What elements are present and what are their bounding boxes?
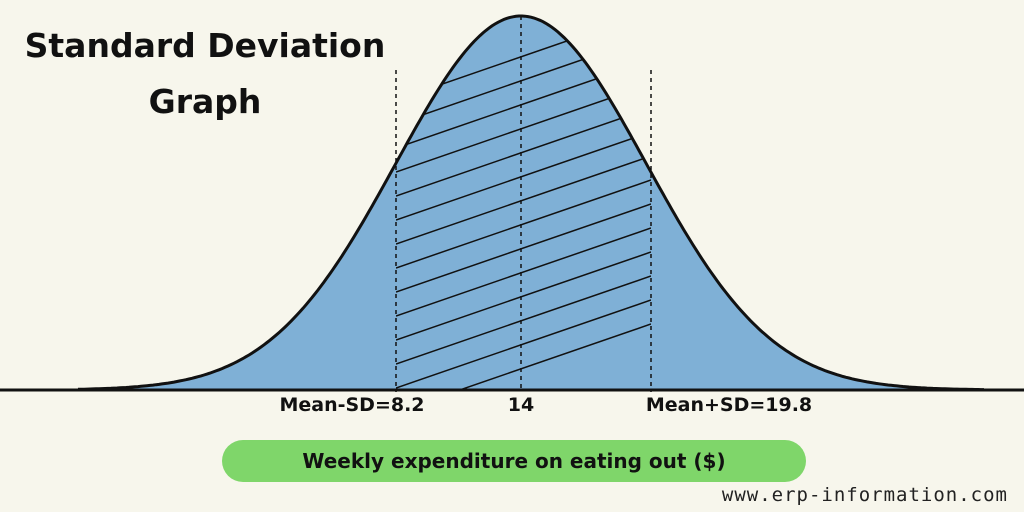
hatch-line [396, 227, 651, 317]
bell-curve-fill [78, 16, 985, 390]
chart-title: Standard Deviation Graph [20, 18, 390, 130]
watermark-url: www.erp-information.com [721, 484, 1008, 506]
hatch-line [396, 323, 651, 390]
hatch-line [396, 179, 651, 269]
tick-label-mean-plus-sd: Mean+SD=19.8 [645, 394, 813, 416]
tick-label-mean: 14 [507, 394, 535, 416]
hatch-line [396, 203, 651, 293]
tick-label-mean-minus-sd: Mean-SD=8.2 [279, 394, 425, 416]
title-line-1: Standard Deviation [24, 26, 386, 65]
hatch-line [396, 251, 651, 341]
hatch-line [396, 131, 651, 221]
x-axis-label-pill: Weekly expenditure on eating out ($) [222, 440, 806, 482]
hatch-line [396, 155, 651, 245]
hatch-line [396, 299, 651, 389]
bell-curve-outline [77, 14, 984, 392]
hatch-line [396, 275, 651, 365]
title-line-2: Graph [148, 82, 262, 121]
one-sd-hatched-region [396, 16, 651, 390]
hatch-line [396, 107, 651, 197]
x-axis-label: Weekly expenditure on eating out ($) [302, 449, 726, 473]
